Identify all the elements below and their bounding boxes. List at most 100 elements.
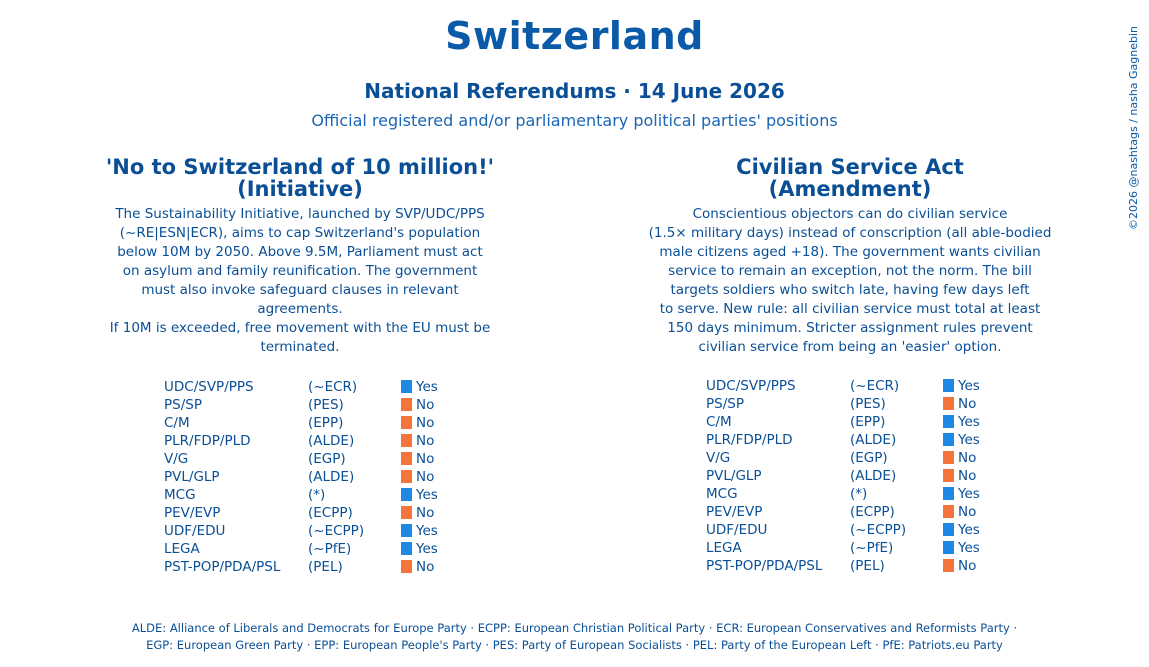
position-color-swatch [943,379,954,392]
description-line: below 10M by 2050. Above 9.5M, Parliamen… [117,244,483,260]
referendum-title-line: 'No to Switzerland of 10 million!' [105,155,495,179]
description-line: civilian service from being an 'easier' … [698,339,1002,355]
referendum-description: Conscientious objectors can do civilian … [640,205,1060,357]
page-subtitle: National Referendums · 14 June 2026 [364,79,785,103]
party-position: Yes [943,413,980,431]
position-label: No [416,559,435,575]
party-positions-table: UDC/SVP/PPS (~ECR) Yes PS/SP (PES) No C/M (EPP)… [706,377,1026,575]
party-position: No [401,450,434,468]
footer-legend-line: EGP: European Green Party · EPP: Europea… [146,638,1003,652]
party-name: PVL/GLP [164,469,220,485]
party-position: Yes [943,539,980,557]
table-row: V/G (EGP) No [164,450,484,468]
party-name: PLR/FDP/PLD [706,432,793,448]
table-row: PST-POP/PDA/PSL (PEL) No [706,557,1026,575]
party-group: (EGP) [308,451,346,467]
referendum-title-line: (Amendment) [768,177,932,201]
position-label: No [416,469,435,485]
party-position: No [943,395,976,413]
referendum-description: The Sustainability Initiative, launched … [100,205,500,357]
page-title: Switzerland [445,14,704,58]
position-color-swatch [401,470,412,483]
position-color-swatch [401,488,412,501]
referendum-title-line: (Initiative) [237,177,363,201]
position-color-swatch [943,487,954,500]
party-name: PS/SP [706,396,744,412]
position-color-swatch [943,559,954,572]
table-row: PEV/EVP (ECPP) No [164,504,484,522]
party-position: No [943,467,976,485]
party-group: (ALDE) [308,469,355,485]
party-name: PST-POP/PDA/PSL [706,558,823,574]
party-group: (*) [850,486,868,502]
party-position: No [943,557,976,575]
party-name: MCG [164,487,196,503]
party-position: Yes [401,540,438,558]
party-group: (ALDE) [308,433,355,449]
table-row: PVL/GLP (ALDE) No [164,468,484,486]
table-row: UDC/SVP/PPS (~ECR) Yes [164,378,484,396]
table-row: UDC/SVP/PPS (~ECR) Yes [706,377,1026,395]
description-line: on asylum and family reunification. The … [122,263,478,279]
position-label: Yes [958,522,980,538]
party-name: PLR/FDP/PLD [164,433,251,449]
party-position: No [401,558,434,576]
position-color-swatch [401,524,412,537]
party-position: Yes [943,377,980,395]
party-group: (PES) [308,397,344,413]
party-position: No [401,504,434,522]
position-label: No [416,397,435,413]
party-group: (PEL) [308,559,343,575]
party-position: Yes [401,486,438,504]
credit-text: ©2026 @nashtags / nasha Gagnebin [1127,25,1140,230]
party-group: (~PfE) [308,541,352,557]
party-group: (~ECR) [850,378,900,394]
position-label: No [416,505,435,521]
party-position: No [401,396,434,414]
position-label: No [958,450,977,466]
party-name: PST-POP/PDA/PSL [164,559,281,575]
description-line: (~RE|ESN|ECR), aims to cap Switzerland's… [119,225,481,241]
party-group: (~ECPP) [308,523,365,539]
position-label: Yes [416,541,438,557]
party-position: No [943,449,976,467]
position-label: Yes [416,523,438,539]
party-group: (~ECR) [308,379,358,395]
party-position: Yes [943,485,980,503]
position-label: Yes [958,378,980,394]
party-position: Yes [943,431,980,449]
table-row: PST-POP/PDA/PSL (PEL) No [164,558,484,576]
party-position: No [401,432,434,450]
party-name: UDF/EDU [706,522,768,538]
table-row: PLR/FDP/PLD (ALDE) Yes [706,431,1026,449]
party-name: UDC/SVP/PPS [706,378,796,394]
party-position: No [401,414,434,432]
description-line: targets soldiers who switch late, having… [670,282,1030,298]
party-position: Yes [401,378,438,396]
position-color-swatch [401,434,412,447]
position-color-swatch [943,541,954,554]
description-line: If 10M is exceeded, free movement with t… [109,320,491,336]
table-row: UDF/EDU (~ECPP) Yes [164,522,484,540]
position-label: Yes [958,486,980,502]
party-position: No [401,468,434,486]
party-group: (~PfE) [850,540,894,556]
party-position: Yes [401,522,438,540]
party-group: (ALDE) [850,432,897,448]
table-row: PVL/GLP (ALDE) No [706,467,1026,485]
party-name: UDF/EDU [164,523,226,539]
position-label: No [416,415,435,431]
position-color-swatch [401,416,412,429]
party-group: (*) [308,487,326,503]
table-row: C/M (EPP) Yes [706,413,1026,431]
description-line: The Sustainability Initiative, launched … [115,206,485,222]
position-color-swatch [401,398,412,411]
table-row: V/G (EGP) No [706,449,1026,467]
party-name: LEGA [706,540,742,556]
position-label: Yes [958,414,980,430]
description-line: terminated. [260,339,340,355]
party-group: (EPP) [308,415,344,431]
position-color-swatch [401,560,412,573]
description-line: service to remain an exception, not the … [668,263,1032,279]
position-label: No [416,451,435,467]
